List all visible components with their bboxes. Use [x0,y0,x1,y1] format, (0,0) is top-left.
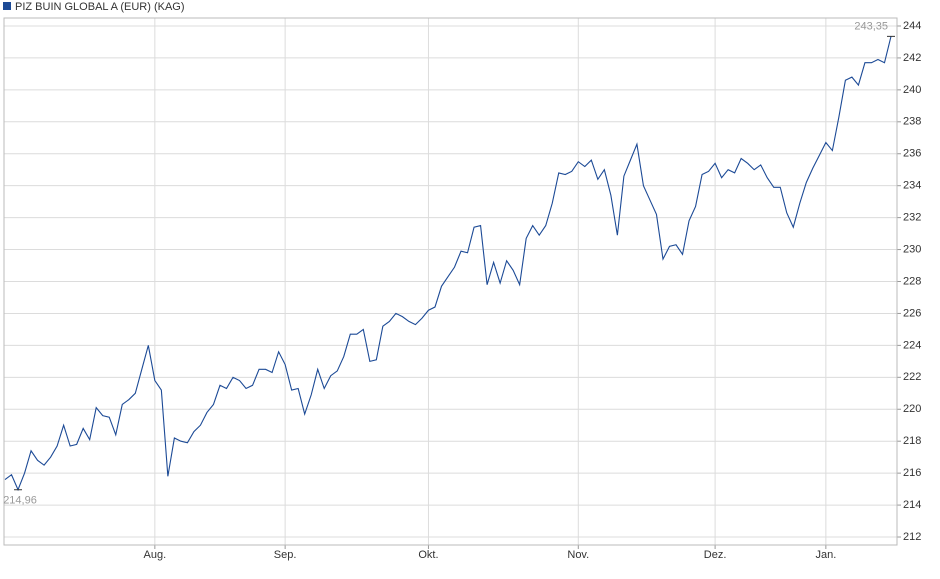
price-line [4,36,892,492]
y-tick-label: 222 [903,371,921,383]
y-tick-label: 234 [903,180,921,192]
x-tick-label: Sep. [274,549,297,561]
x-tick-label: Jan. [815,549,836,561]
plot-frame [3,17,898,546]
x-tick-label: Aug. [144,549,167,561]
y-tick-label: 216 [903,467,921,479]
y-tick-label: 226 [903,307,921,319]
legend-label: PIZ BUIN GLOBAL A (EUR) (KAG) [15,1,185,13]
y-tick-label: 236 [903,148,921,160]
x-tick-label: Okt. [418,549,438,561]
y-tick-label: 224 [903,339,921,351]
value-label: 214,96 [3,495,37,507]
value-label: 243,35 [854,20,888,32]
y-tick-label: 240 [903,84,921,96]
y-tick-label: 214 [903,499,921,511]
y-tick-label: 232 [903,212,921,224]
y-tick-label: 230 [903,243,921,255]
x-tick-label: Dez. [704,549,727,561]
y-tick-label: 212 [903,531,921,543]
y-tick-label: 228 [903,275,921,287]
y-tick-label: 238 [903,116,921,128]
y-tick-label: 220 [903,403,921,415]
x-tick-label: Nov. [567,549,589,561]
y-tick-label: 218 [903,435,921,447]
y-tick-label: 242 [903,52,921,64]
y-tick-label: 244 [903,20,921,32]
legend-swatch [3,2,11,10]
